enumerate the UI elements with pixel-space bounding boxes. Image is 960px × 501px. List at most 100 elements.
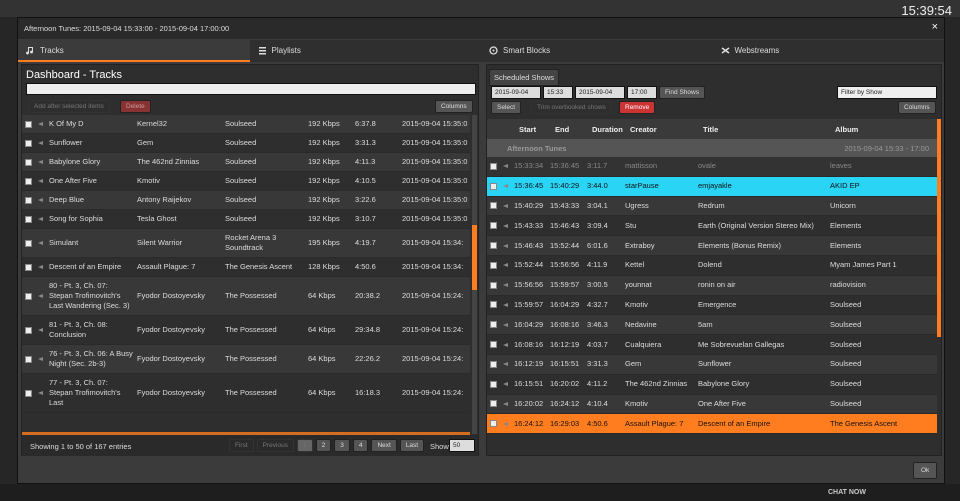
preview-icon[interactable]	[500, 182, 512, 190]
schedule-row[interactable]: 16:08:16 16:12:19 4:03.7 Cualquiera Me Sobre…	[487, 335, 937, 355]
track-row[interactable]: Descent of an Empire Assault Plague: 7 The…	[22, 258, 470, 277]
remove-button[interactable]: Remove	[619, 101, 656, 114]
ok-button[interactable]: Ok	[913, 462, 938, 479]
page-size[interactable]: 50	[449, 439, 475, 452]
delete-button[interactable]: Delete	[120, 100, 151, 113]
checkbox[interactable]	[490, 162, 497, 170]
preview-icon[interactable]	[500, 222, 512, 230]
checkbox[interactable]	[25, 196, 32, 204]
tab[interactable]: Webstreams	[713, 40, 945, 62]
schedule-row[interactable]: 15:56:56 15:59:57 3:00.5 younnat ronin on ai…	[487, 275, 937, 296]
preview-icon[interactable]	[35, 177, 47, 185]
checkbox[interactable]	[25, 389, 32, 397]
checkbox[interactable]	[25, 326, 32, 334]
trim-button[interactable]: Trim overbooked shows	[531, 101, 612, 114]
columns-button[interactable]: Columns	[898, 101, 936, 114]
column-header[interactable]: Start	[519, 124, 537, 134]
schedule-row[interactable]: 15:52:44 15:56:56 4:11.9 Kettel Dolend Myam J…	[487, 255, 937, 276]
checkbox[interactable]	[490, 222, 497, 230]
schedule-row[interactable]: 15:43:33 15:46:43 3:09.4 Stu Earth (Original…	[487, 216, 937, 237]
preview-icon[interactable]	[500, 301, 512, 309]
columns-button[interactable]: Columns	[435, 100, 473, 113]
preview-icon[interactable]	[35, 263, 47, 271]
track-row[interactable]: 77 - Pt. 3, Ch. 07: Stepan Trofimovitch'…	[22, 374, 470, 413]
checkbox[interactable]	[490, 360, 497, 368]
track-row[interactable]: Simulant Silent Warrior Rocket Arena 3 Sou…	[22, 229, 470, 258]
checkbox[interactable]	[490, 420, 497, 428]
track-row[interactable]: Deep Blue Antony Raijekov Soulseed 192 Kbps…	[22, 191, 470, 210]
checkbox[interactable]	[490, 182, 497, 190]
checkbox[interactable]	[490, 341, 497, 349]
schedule-row[interactable]: 15:59:57 16:04:29 4:32.7 Kmotiv Emergence Sou…	[487, 295, 937, 316]
checkbox[interactable]	[25, 292, 32, 300]
checkbox[interactable]	[490, 321, 497, 329]
preview-icon[interactable]	[35, 215, 47, 223]
preview-icon[interactable]	[35, 292, 47, 300]
checkbox[interactable]	[490, 281, 497, 289]
checkbox[interactable]	[490, 261, 497, 269]
preview-icon[interactable]	[500, 360, 512, 368]
filter-select[interactable]: Filter by Show	[837, 86, 937, 99]
schedule-row[interactable]: 16:20:02 16:24:12 4:10.4 Kmotiv One After Fi…	[487, 394, 937, 415]
pager-button[interactable]: Next	[371, 439, 397, 452]
track-row[interactable]: Song for Sophia Tesla Ghost Soulseed 192 Kb…	[22, 210, 470, 229]
checkbox[interactable]	[25, 177, 32, 185]
preview-icon[interactable]	[500, 341, 512, 349]
track-row[interactable]: One After Five Kmotiv Soulseed 192 Kbps 4:10…	[22, 172, 470, 191]
preview-icon[interactable]	[35, 158, 47, 166]
checkbox[interactable]	[25, 355, 32, 363]
checkbox[interactable]	[490, 380, 497, 388]
tab[interactable]: Playlists	[250, 40, 482, 62]
find-button[interactable]: Find Shows	[659, 86, 705, 99]
end-time[interactable]: 17:00	[627, 86, 657, 99]
preview-icon[interactable]	[35, 139, 47, 147]
add-button[interactable]: Add after selected items	[28, 100, 110, 113]
track-row[interactable]: 81 - Pt. 3, Ch. 08: Conclusion Fyodor Dos…	[22, 316, 470, 345]
preview-icon[interactable]	[500, 400, 512, 408]
checkbox[interactable]	[25, 239, 32, 247]
preview-icon[interactable]	[500, 162, 512, 170]
preview-icon[interactable]	[35, 120, 47, 128]
preview-icon[interactable]	[500, 281, 512, 289]
preview-icon[interactable]	[35, 389, 47, 397]
preview-icon[interactable]	[35, 196, 47, 204]
chat-button[interactable]: CHAT NOW	[828, 489, 866, 496]
checkbox[interactable]	[25, 215, 32, 223]
pager-button[interactable]: First	[229, 439, 254, 452]
end-date[interactable]: 2015-09-04	[575, 86, 625, 99]
preview-icon[interactable]	[500, 420, 512, 428]
pager-button[interactable]: 2	[315, 439, 332, 452]
preview-icon[interactable]	[500, 321, 512, 329]
track-row[interactable]: K Of My D Kernel32 Soulseed 192 Kbps 6:37.8 2…	[22, 115, 470, 134]
preview-icon[interactable]	[500, 261, 512, 269]
column-header[interactable]: Album	[835, 124, 859, 134]
preview-icon[interactable]	[500, 242, 512, 250]
column-header[interactable]: Duration	[592, 124, 623, 134]
checkbox[interactable]	[490, 301, 497, 309]
preview-icon[interactable]	[500, 380, 512, 388]
track-row[interactable]: Babylone Glory The 462nd Zinnias Soulseed 1…	[22, 153, 470, 172]
pager-button[interactable]: 1	[296, 439, 313, 452]
preview-icon[interactable]	[35, 239, 47, 247]
column-header[interactable]: End	[555, 124, 570, 134]
preview-icon[interactable]	[35, 326, 47, 334]
select-button[interactable]: Select	[491, 101, 522, 114]
track-row[interactable]: Sunflower Gem Soulseed 192 Kbps 3:31.3 2015-0…	[22, 134, 470, 153]
pager-button[interactable]: 4	[352, 439, 369, 452]
checkbox[interactable]	[490, 202, 497, 210]
preview-icon[interactable]	[500, 202, 512, 210]
close-button[interactable]: ×	[931, 21, 938, 33]
schedule-row[interactable]: 16:24:12 16:29:03 4:50.6 Assault Plague: 7 D…	[487, 414, 937, 435]
checkbox[interactable]	[25, 120, 32, 128]
column-header[interactable]: Title	[703, 124, 719, 134]
schedule-row[interactable]: 15:46:43 15:52:44 6:01.6 Extraboy Elements (…	[487, 236, 937, 256]
checkbox[interactable]	[25, 158, 32, 166]
start-time[interactable]: 15:33	[543, 86, 573, 99]
schedule-row[interactable]: 16:04:29 16:08:16 3:46.3 Nedavine 5am Soulsee…	[487, 315, 937, 336]
checkbox[interactable]	[25, 263, 32, 271]
schedule-row[interactable]: 16:12:19 16:15:51 3:31.3 Gem Sunflower Soulse…	[487, 354, 937, 375]
pager-button[interactable]: Previous	[256, 439, 294, 452]
schedule-row[interactable]: 15:40:29 15:43:33 3:04.1 Ugress Redrum Unicor…	[487, 196, 937, 217]
track-row[interactable]: 80 - Pt. 3, Ch. 07: Stepan Trofimovitch'…	[22, 277, 470, 316]
checkbox[interactable]	[490, 242, 497, 250]
